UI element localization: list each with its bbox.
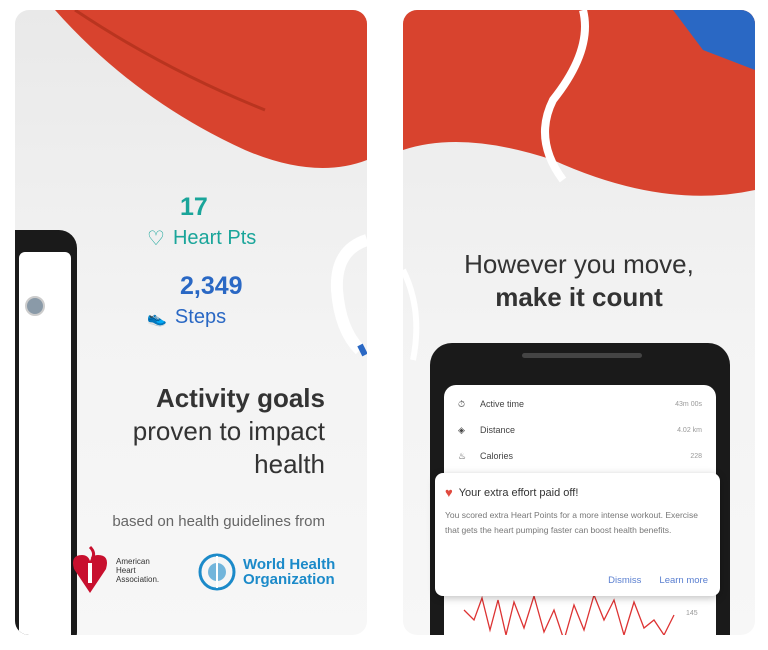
flame-icon: ♨	[458, 450, 467, 461]
steps-value: 2,349	[180, 272, 243, 300]
heart-rate-chart: 145	[463, 592, 698, 635]
notification-title: Your extra effort paid off!	[458, 486, 579, 499]
shoe-illustration	[403, 10, 755, 361]
headline-bold: Activity goals	[155, 383, 325, 413]
screenshot-card-make-it-count: However you move, make it count ⏱ Active …	[403, 10, 755, 635]
screenshot-card-activity-goals: 17 ♡ Heart Pts 2,349 👟 Steps Activity go…	[15, 10, 367, 635]
stat-row-calories[interactable]: ♨ Calories 228	[458, 450, 702, 462]
source-text: based on health guidelines from	[112, 513, 325, 530]
shoe-illustration	[55, 10, 367, 357]
aha-logo: American Heart Association.	[70, 545, 166, 595]
steps-label: Steps	[174, 306, 227, 328]
shoe-icon: 👟	[147, 309, 167, 327]
chart-label: 145	[686, 610, 698, 617]
google-fit-heart-icon: ♥	[445, 485, 453, 500]
who-logo: World Health Organization	[195, 552, 335, 592]
headline-line: proven to impact	[132, 416, 325, 446]
notification-card: ♥ Your extra effort paid off! You scored…	[435, 473, 720, 596]
heart-points-label: Heart Pts	[172, 227, 257, 249]
headline-line: health	[254, 449, 325, 479]
notification-body: You scored extra Heart Points for a more…	[445, 510, 698, 535]
phone-mockup	[15, 230, 77, 635]
stat-row-active-time[interactable]: ⏱ Active time 43m 00s	[458, 398, 702, 410]
avatar	[25, 296, 45, 316]
stat-row-distance[interactable]: ◈ Distance 4.02 km	[458, 424, 702, 436]
learn-more-button[interactable]: Learn more	[659, 575, 708, 586]
heart-points-value: 17	[180, 193, 208, 221]
headline-line: However you move,	[464, 249, 694, 279]
headline-bold: make it count	[495, 282, 663, 312]
location-icon: ◈	[458, 424, 465, 435]
heart-icon: ♡	[147, 228, 165, 250]
dismiss-button[interactable]: Dismiss	[608, 575, 642, 586]
timer-icon: ⏱	[458, 398, 466, 409]
